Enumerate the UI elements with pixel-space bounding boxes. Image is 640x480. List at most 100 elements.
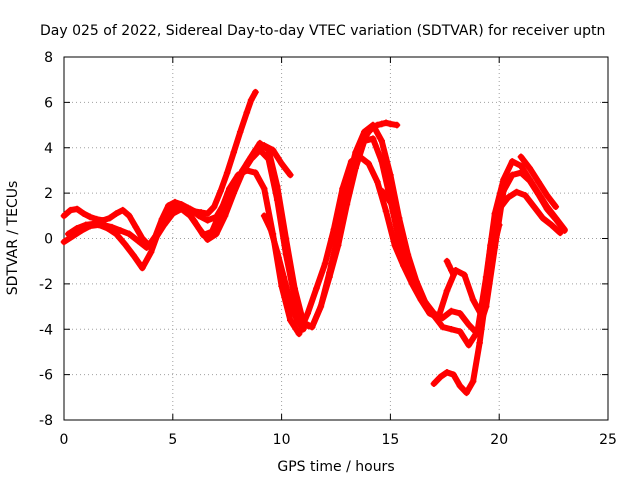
data-point	[186, 205, 194, 213]
data-point	[378, 158, 385, 165]
data-point	[448, 325, 455, 333]
data-point	[260, 142, 268, 149]
data-point	[152, 235, 159, 242]
data-point	[60, 212, 68, 220]
data-point	[82, 221, 90, 229]
data-point	[463, 389, 470, 397]
data-point	[91, 220, 98, 228]
y-tick-label: -2	[39, 277, 53, 293]
data-point	[147, 248, 155, 256]
data-point	[343, 183, 351, 190]
data-point	[221, 212, 229, 220]
data-point	[213, 230, 220, 238]
series-group-7	[430, 221, 503, 397]
data-point	[369, 135, 377, 142]
data-point	[125, 212, 133, 220]
series-group-11	[517, 153, 560, 211]
data-point	[443, 369, 451, 376]
data-point	[378, 120, 385, 128]
data-point	[395, 214, 403, 222]
data-point	[252, 88, 259, 96]
data-point	[300, 325, 307, 333]
x-tick-label: 15	[381, 432, 399, 448]
data-point	[80, 210, 87, 217]
data-point	[287, 171, 294, 179]
data-point	[99, 221, 107, 229]
data-point	[60, 238, 68, 246]
data-point	[260, 185, 268, 192]
data-point	[287, 316, 294, 324]
y-tick-label: 0	[44, 232, 53, 248]
data-point	[313, 285, 320, 292]
data-point	[526, 164, 533, 172]
data-point	[204, 236, 211, 243]
data-point	[482, 291, 490, 299]
data-point	[374, 178, 381, 186]
data-point	[308, 323, 316, 331]
data-point	[413, 278, 420, 285]
data-point	[73, 205, 81, 213]
data-point	[539, 214, 547, 222]
series-trace	[61, 153, 564, 337]
data-point	[239, 167, 246, 174]
data-point	[119, 206, 127, 214]
data-point	[106, 214, 113, 222]
data-point	[160, 221, 168, 229]
data-point	[221, 198, 229, 206]
data-point	[213, 213, 220, 221]
y-tick-label: 4	[44, 141, 53, 157]
data-point	[210, 203, 218, 211]
data-point	[326, 269, 333, 276]
data-point	[247, 96, 255, 104]
data-point	[395, 237, 403, 245]
data-point	[223, 169, 231, 177]
data-point	[273, 183, 281, 190]
data-point	[365, 160, 372, 167]
data-layer	[60, 88, 568, 397]
data-point	[134, 237, 142, 245]
y-tick-label: -8	[39, 413, 53, 429]
data-point	[278, 160, 285, 167]
data-point	[489, 248, 496, 256]
data-point	[430, 380, 438, 387]
series-group-4	[160, 121, 568, 349]
data-point	[448, 266, 455, 274]
data-point	[112, 230, 120, 238]
data-point	[445, 262, 453, 270]
data-point	[304, 310, 312, 317]
ticks: 0 5 10 15 20 25 -8 -6 -4 -2 0 2 4 6 8	[39, 50, 617, 448]
data-point	[439, 323, 446, 331]
data-point	[456, 328, 464, 335]
data-point	[160, 212, 168, 220]
data-point	[491, 210, 499, 217]
data-point	[204, 217, 211, 224]
series-group-9	[443, 257, 457, 279]
data-point	[195, 224, 203, 232]
data-point	[430, 312, 438, 319]
data-point	[317, 303, 325, 310]
data-point	[535, 189, 542, 197]
data-point	[552, 203, 560, 211]
x-tick-label: 10	[273, 432, 291, 448]
data-point	[243, 160, 251, 167]
data-point	[548, 221, 555, 229]
data-point	[387, 198, 394, 206]
data-point	[178, 202, 185, 209]
x-tick-label: 5	[168, 432, 177, 448]
data-point	[195, 212, 203, 220]
data-point	[291, 285, 298, 292]
data-point	[448, 307, 455, 315]
data-point	[334, 230, 342, 238]
data-point	[236, 128, 244, 136]
data-point	[535, 178, 542, 186]
data-point	[456, 382, 464, 390]
x-tick-label: 20	[490, 432, 508, 448]
data-point	[273, 248, 281, 256]
data-point	[186, 212, 194, 220]
data-point	[517, 162, 525, 170]
y-tick-label: 8	[44, 50, 53, 66]
data-point	[130, 252, 137, 259]
data-point	[112, 210, 120, 217]
data-point	[260, 212, 268, 220]
